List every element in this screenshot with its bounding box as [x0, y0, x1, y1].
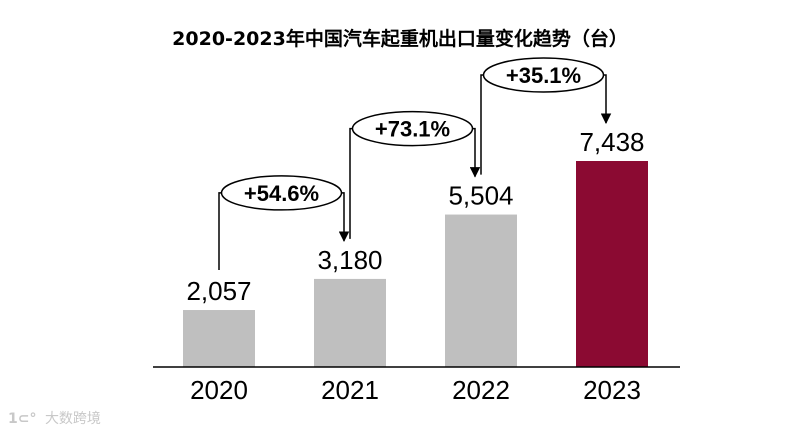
growth-connectors-layer: +54.6% +73.1% +35.1%	[218, 57, 612, 271]
growth-label-2: +35.1%	[506, 63, 581, 88]
growth-ellipse-2	[482, 57, 605, 93]
chart-title: 2020-2023年中国汽车起重机出口量变化趋势（台）	[172, 27, 628, 50]
growth-connector-arrow-0	[338, 192, 350, 242]
x-tick-2021: 2021	[321, 375, 379, 405]
x-tick-labels: 2020 2021 2022 2023	[190, 375, 641, 405]
growth-ellipse-0	[220, 175, 343, 211]
growth-connector-left-2	[480, 74, 484, 175]
growth-label-1: +73.1%	[375, 117, 450, 142]
bar-2023	[576, 161, 648, 367]
footer-text: 大数跨境	[44, 411, 101, 427]
value-label-2020: 2,057	[186, 276, 251, 306]
value-label-2023: 7,438	[579, 127, 644, 157]
growth-label-0: +54.6%	[244, 181, 319, 206]
growth-connector-left-1	[349, 127, 353, 239]
x-tick-2020: 2020	[190, 375, 248, 405]
x-tick-2022: 2022	[452, 375, 510, 405]
growth-connector-arrow-1	[469, 127, 481, 178]
bar-2020	[183, 310, 255, 367]
footer-logo: 1⊂°	[8, 411, 37, 427]
growth-connector-arrow-2	[600, 74, 612, 125]
bar-2021	[314, 278, 386, 367]
footer-watermark: 1⊂° 大数跨境	[8, 408, 101, 428]
growth-connector-left-0	[218, 192, 222, 271]
bars-layer: 2,057 3,180 5,504 7,438	[183, 127, 648, 367]
value-label-2021: 3,180	[317, 245, 382, 275]
x-tick-2023: 2023	[583, 375, 641, 405]
growth-ellipse-1	[351, 110, 474, 147]
value-label-2022: 5,504	[448, 181, 513, 211]
bar-2022	[445, 214, 517, 367]
